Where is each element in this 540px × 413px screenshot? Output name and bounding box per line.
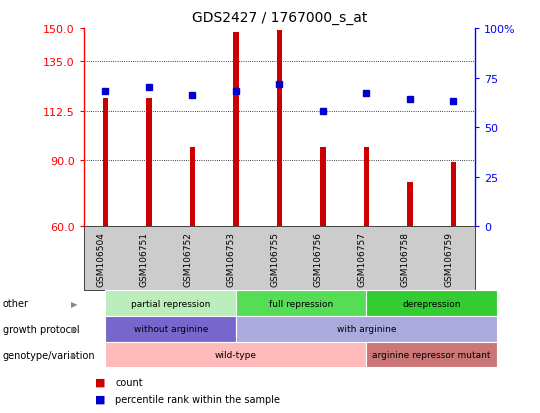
Text: wild-type: wild-type (215, 350, 257, 359)
Title: GDS2427 / 1767000_s_at: GDS2427 / 1767000_s_at (192, 11, 367, 25)
Text: GSM106751: GSM106751 (140, 232, 149, 287)
Text: other: other (3, 299, 29, 309)
Bar (146, 99, 152, 227)
Text: ▶: ▶ (71, 350, 77, 359)
Text: GSM106756: GSM106756 (314, 232, 323, 287)
Text: ■: ■ (94, 377, 105, 387)
Text: growth protocol: growth protocol (3, 324, 79, 334)
Text: count: count (115, 377, 143, 387)
Text: GSM106759: GSM106759 (444, 232, 454, 287)
Bar (451, 163, 456, 227)
Bar (103, 99, 108, 227)
Text: ■: ■ (94, 394, 105, 404)
Text: arginine repressor mutant: arginine repressor mutant (373, 350, 491, 359)
Bar (320, 147, 326, 227)
Bar (233, 33, 239, 227)
Text: GSM106758: GSM106758 (401, 232, 410, 287)
Text: percentile rank within the sample: percentile rank within the sample (115, 394, 280, 404)
Bar (277, 31, 282, 227)
Bar (364, 147, 369, 227)
Text: GSM106755: GSM106755 (271, 232, 280, 287)
Text: genotype/variation: genotype/variation (3, 350, 96, 360)
Bar (407, 183, 413, 227)
Text: without arginine: without arginine (133, 325, 208, 334)
Text: GSM106752: GSM106752 (184, 232, 192, 287)
Text: full repression: full repression (269, 299, 333, 308)
Bar (190, 147, 195, 227)
Text: GSM106753: GSM106753 (227, 232, 236, 287)
Text: ▶: ▶ (71, 325, 77, 334)
Text: with arginine: with arginine (337, 325, 396, 334)
Text: derepression: derepression (402, 299, 461, 308)
Text: GSM106504: GSM106504 (97, 232, 105, 287)
Text: ▶: ▶ (71, 299, 77, 308)
Text: partial repression: partial repression (131, 299, 211, 308)
Text: GSM106757: GSM106757 (357, 232, 367, 287)
